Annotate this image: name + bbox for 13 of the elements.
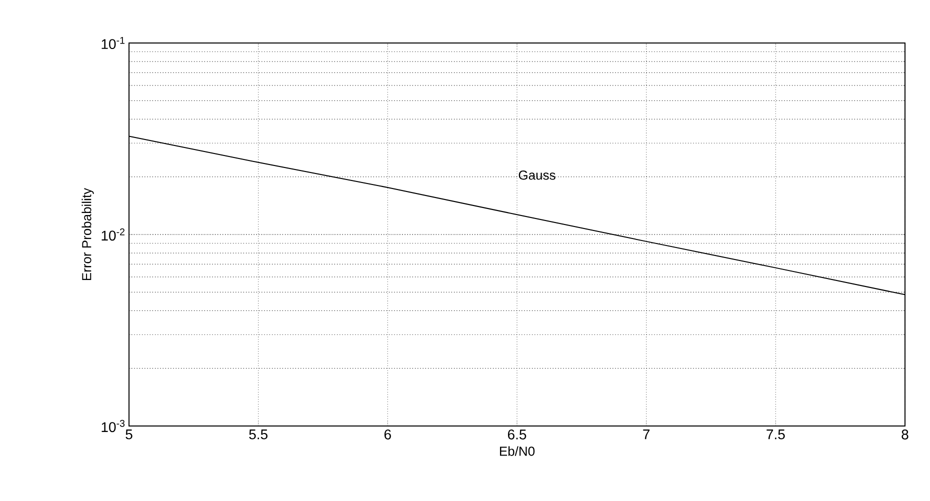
x-tick-label: 8 (902, 430, 908, 440)
y-tick-label: 10$^{-1}$ (102, 36, 124, 50)
x-tick-label: 7 (643, 430, 650, 440)
x-tick-label: 7.5 (766, 430, 785, 440)
x-tick-label: 6.5 (508, 430, 526, 440)
y-axis-title: Error Probability (82, 188, 94, 280)
x-tick-label: 5.5 (249, 430, 268, 440)
x-axis-title: Eb/N0 (500, 446, 535, 456)
y-tick-label: 10$^{-2}$ (102, 228, 124, 241)
x-tick-label: 6 (384, 430, 391, 440)
annotation: Gauss (518, 170, 556, 180)
y-tick-label: 10$^{-3}$ (102, 420, 125, 432)
x-tick-label: 5 (126, 430, 132, 440)
